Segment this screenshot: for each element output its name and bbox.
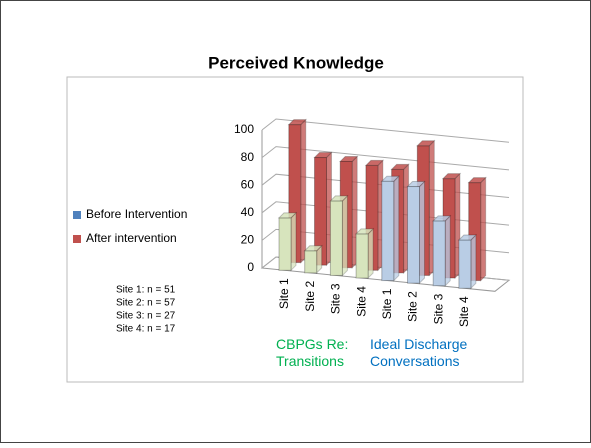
bar-top (431, 215, 452, 222)
bar-top (441, 173, 462, 180)
x-tick-label: Site 2 (406, 291, 420, 322)
y-tick-label: 60 (241, 177, 255, 191)
bar-side (444, 214, 451, 287)
bar (278, 217, 292, 271)
x-tick-label: Site 4 (457, 296, 471, 327)
bar-top (406, 181, 426, 188)
bar (355, 233, 369, 279)
bar-side (470, 233, 477, 290)
bar-top (457, 234, 478, 241)
y-tick-label: 80 (241, 150, 255, 164)
bar (407, 186, 420, 284)
note: Site 1: n = 51 (116, 285, 176, 296)
bar (381, 180, 395, 282)
y-tick-label: 20 (241, 233, 255, 247)
group-label: CBPGs Re: Transitions (276, 336, 348, 369)
legend-label: Before Intervention (86, 207, 187, 221)
x-tick-label: Site 4 (354, 286, 368, 317)
y-tick-label: 0 (247, 260, 254, 274)
x-tick-label: Site 1 (380, 288, 394, 319)
bar-side (290, 211, 297, 272)
legend-label: After intervention (86, 231, 177, 245)
bar-top (303, 245, 323, 252)
bar-side (341, 194, 348, 277)
bar-side (480, 176, 487, 282)
bar-top (390, 163, 410, 170)
bar-top (313, 152, 333, 159)
bar-side (367, 227, 374, 280)
x-tick-label: Site 3 (431, 293, 445, 324)
group-label: Ideal Discharge Conversations (370, 336, 467, 369)
x-tick-label: Site 1 (277, 278, 291, 309)
bar-top (354, 228, 375, 235)
note: Site 2: n = 57 (116, 298, 176, 309)
note: Site 4: n = 17 (116, 324, 176, 335)
note: Site 3: n = 27 (116, 311, 176, 322)
x-tick-label: Site 3 (329, 283, 343, 314)
bar-side (419, 180, 425, 285)
bar-top (329, 195, 349, 202)
x-tick-label: Site 2 (303, 281, 317, 312)
bar-top (467, 177, 487, 184)
y-tick-label: 100 (234, 122, 254, 136)
bar (329, 200, 343, 276)
bar-top (416, 140, 436, 147)
bar (432, 220, 446, 287)
bar (304, 250, 318, 274)
chart-title: Perceived Knowledge (208, 53, 384, 72)
bar-side (300, 118, 307, 264)
y-tick-label: 40 (241, 205, 255, 219)
grid-line (261, 118, 510, 143)
bar-top (287, 119, 308, 126)
legend-swatch (73, 235, 81, 243)
bar-top (338, 155, 359, 162)
legend-swatch (73, 211, 81, 219)
bar-top (380, 175, 401, 182)
bar-side (393, 175, 400, 282)
bar-top (277, 212, 298, 219)
bar-top (364, 159, 385, 166)
bar (458, 239, 472, 289)
